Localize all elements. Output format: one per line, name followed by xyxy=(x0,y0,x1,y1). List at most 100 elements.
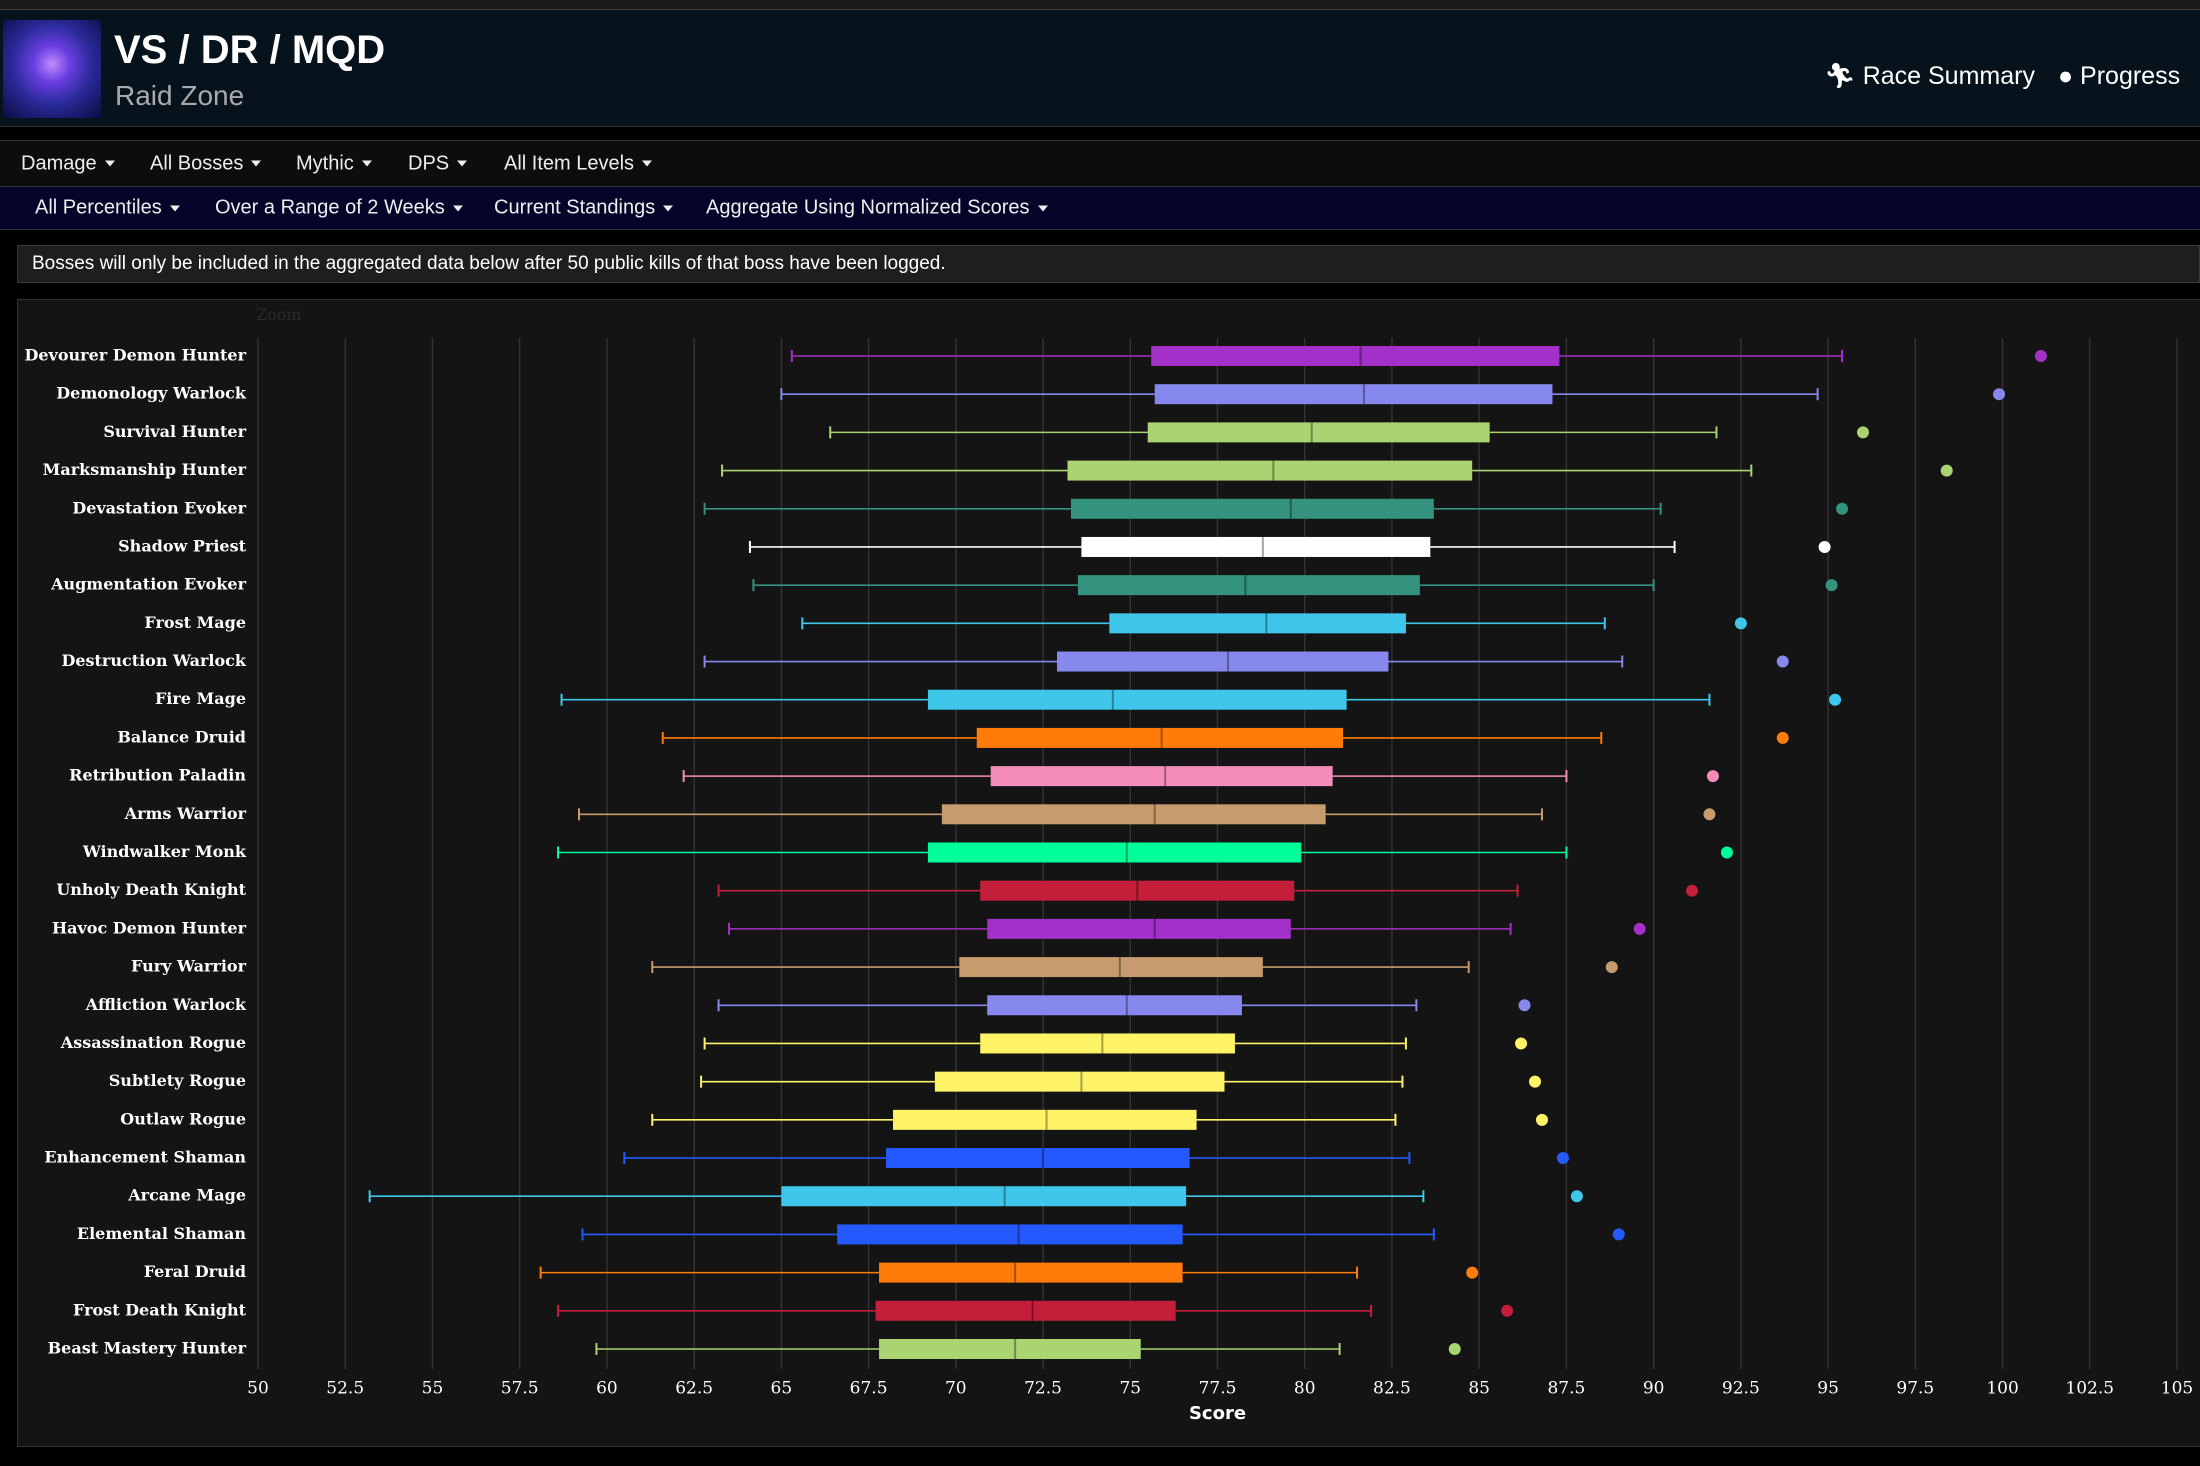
x-tick-label: 70 xyxy=(945,1379,967,1399)
box xyxy=(1109,613,1406,634)
outlier xyxy=(1501,1304,1514,1317)
x-axis-title: Score xyxy=(1189,1403,1246,1424)
category-label: Fire Mage xyxy=(155,689,246,708)
x-tick-label: 57.5 xyxy=(501,1379,539,1399)
category-label: Devastation Evoker xyxy=(72,498,246,517)
outlier xyxy=(1776,731,1789,744)
box xyxy=(980,880,1295,901)
x-tick-label: 82.5 xyxy=(1373,1379,1411,1399)
box xyxy=(1070,498,1434,519)
category-label: Frost Death Knight xyxy=(73,1300,247,1319)
category-label: Retribution Paladin xyxy=(69,766,246,785)
category-label: Survival Hunter xyxy=(103,422,246,441)
outlier xyxy=(1448,1343,1461,1355)
filter-dropdown[interactable]: All Bosses xyxy=(150,152,261,175)
box xyxy=(1151,346,1560,366)
box xyxy=(781,1186,1187,1207)
notice: Bosses will only be included in the aggr… xyxy=(17,245,2200,283)
category-label: Augmentation Evoker xyxy=(50,575,247,594)
zone-icon xyxy=(3,20,101,118)
outlier xyxy=(1556,1152,1569,1165)
x-tick-label: 80 xyxy=(1294,1379,1316,1399)
box xyxy=(980,1033,1235,1054)
category-label: Subtlety Rogue xyxy=(109,1071,246,1090)
nav-link[interactable]: 🏃︎ Race Summary xyxy=(1824,62,2035,90)
x-tick-label: 95 xyxy=(1817,1379,1839,1399)
outlier xyxy=(1686,884,1699,897)
box xyxy=(1154,384,1553,405)
outlier xyxy=(1734,617,1747,630)
x-tick-label: 65 xyxy=(771,1379,793,1399)
outlier xyxy=(1825,579,1838,592)
box xyxy=(1147,422,1490,443)
box xyxy=(987,918,1291,939)
outlier xyxy=(1829,693,1842,706)
x-tick-label: 60 xyxy=(596,1379,618,1399)
filter-row: All Percentiles Over a Range of 2 Weeks Cu… xyxy=(0,187,2200,230)
x-tick-label: 72.5 xyxy=(1024,1379,1062,1399)
category-label: Shadow Priest xyxy=(118,536,246,555)
box xyxy=(1057,651,1389,672)
nav-text: Race Summary xyxy=(1862,62,2035,90)
x-tick-label: 77.5 xyxy=(1199,1379,1237,1399)
title: VS / DR / MQD xyxy=(114,28,386,72)
x-tick-label: 90 xyxy=(1643,1379,1665,1399)
filter-dropdown[interactable]: Mythic xyxy=(296,152,372,175)
category-label: Enhancement Shaman xyxy=(44,1148,246,1167)
filter-dropdown[interactable]: Current Standings xyxy=(494,197,673,220)
outlier xyxy=(1570,1190,1583,1203)
filter-dropdown[interactable]: All Item Levels xyxy=(504,152,652,175)
category-label: Outlaw Rogue xyxy=(120,1109,246,1128)
box xyxy=(990,766,1333,787)
outlier xyxy=(1466,1266,1479,1279)
category-label: Balance Druid xyxy=(117,727,246,746)
category-label: Fury Warrior xyxy=(131,957,247,976)
box xyxy=(934,1071,1225,1092)
subtitle: Raid Zone xyxy=(115,80,245,111)
filter-dropdown[interactable]: DPS xyxy=(408,152,467,175)
x-tick-label: 102.5 xyxy=(2065,1379,2114,1399)
zoom-label: Zoom xyxy=(256,305,302,324)
box xyxy=(927,842,1302,863)
box xyxy=(987,995,1242,1016)
x-tick-label: 97.5 xyxy=(1896,1379,1934,1399)
box xyxy=(886,1148,1190,1169)
outlier xyxy=(1776,655,1789,668)
category-label: Arcane Mage xyxy=(127,1186,246,1205)
x-tick-label: 75 xyxy=(1119,1379,1141,1399)
x-tick-label: 87.5 xyxy=(1547,1379,1585,1399)
box xyxy=(941,804,1326,825)
x-tick-label: 85 xyxy=(1468,1379,1490,1399)
outlier xyxy=(1720,846,1733,859)
outlier xyxy=(1518,999,1531,1012)
filter-dropdown[interactable]: Damage xyxy=(21,152,115,175)
x-tick-label: 55 xyxy=(422,1379,444,1399)
outlier xyxy=(1535,1113,1548,1126)
outlier xyxy=(1706,770,1719,783)
category-label: Assassination Rogue xyxy=(60,1033,246,1052)
box xyxy=(1067,460,1473,481)
category-label: Feral Druid xyxy=(144,1262,246,1281)
category-label: Devourer Demon Hunter xyxy=(24,346,246,365)
filter-dropdown[interactable]: Over a Range of 2 Weeks xyxy=(215,197,463,220)
category-label: Havoc Demon Hunter xyxy=(52,918,247,937)
outlier xyxy=(1703,808,1716,821)
box xyxy=(1077,575,1420,596)
x-tick-label: 52.5 xyxy=(326,1379,364,1399)
outlier xyxy=(1818,540,1831,553)
outlier xyxy=(1856,426,1869,439)
box xyxy=(1081,536,1431,557)
outlier xyxy=(1993,388,2006,401)
outlier xyxy=(1633,922,1646,935)
category-label: Windwalker Monk xyxy=(82,842,247,861)
category-label: Marksmanship Hunter xyxy=(43,460,247,479)
category-label: Frost Mage xyxy=(144,613,246,632)
filter-dropdown[interactable]: All Percentiles xyxy=(35,197,180,220)
x-tick-label: 105 xyxy=(2161,1379,2193,1399)
nav-link[interactable]: ● Progress xyxy=(2058,62,2181,90)
category-label: Beast Mastery Hunter xyxy=(48,1339,247,1358)
category-label: Elemental Shaman xyxy=(77,1224,246,1243)
filter-dropdown[interactable]: Aggregate Using Normalized Scores xyxy=(706,197,1048,220)
category-label: Demonology Warlock xyxy=(56,384,247,403)
outlier xyxy=(1612,1228,1625,1241)
